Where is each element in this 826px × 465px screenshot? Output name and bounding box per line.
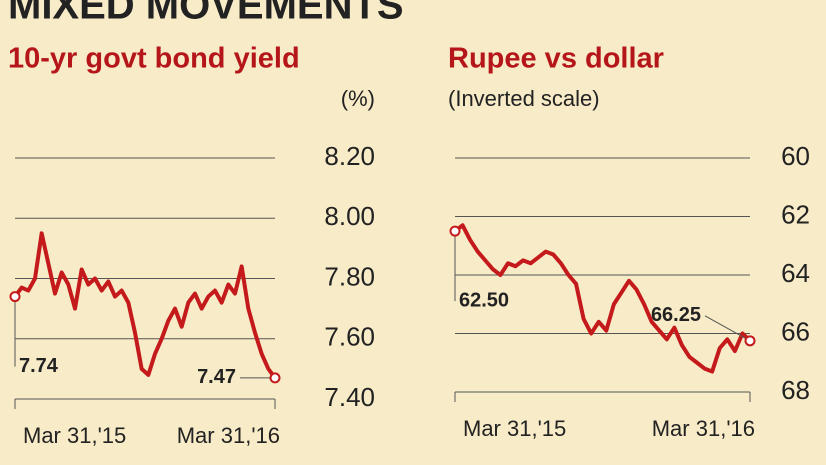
y-tick-label: 8.20 — [324, 141, 375, 171]
y-tick-label: 68 — [781, 375, 810, 405]
label-leader — [704, 315, 751, 342]
chart-subtitle: (Inverted scale) — [448, 86, 600, 111]
end-marker — [449, 225, 461, 237]
y-tick-label: 7.80 — [324, 261, 375, 291]
end-marker — [744, 335, 756, 347]
end-marker — [9, 291, 21, 303]
y-tick-label: 62 — [781, 199, 810, 229]
value-label: 62.50 — [459, 289, 509, 311]
x-tick-label: Mar 31,'16 — [652, 416, 755, 441]
y-tick-label: 64 — [781, 258, 810, 288]
y-tick-label: 8.00 — [324, 201, 375, 231]
chart-title: 10-yr govt bond yield — [8, 43, 300, 75]
chart-title: Rupee vs dollar — [448, 43, 664, 75]
end-marker — [269, 372, 281, 384]
x-tick-label: Mar 31,'16 — [177, 423, 280, 448]
y-axis-label: (%) — [341, 86, 375, 111]
headline: MIXED MOVEMENTS — [8, 0, 404, 28]
y-tick-label: 7.40 — [324, 382, 375, 412]
value-label: 66.25 — [651, 304, 701, 326]
data-line — [453, 223, 752, 374]
value-label: 7.47 — [197, 366, 236, 388]
y-tick-label: 66 — [781, 316, 810, 346]
y-tick-label: 60 — [781, 141, 810, 171]
x-tick-label: Mar 31,'15 — [23, 423, 126, 448]
y-tick-label: 7.60 — [324, 322, 375, 352]
value-label: 7.74 — [19, 355, 59, 377]
data-line — [13, 231, 277, 380]
x-tick-label: Mar 31,'15 — [463, 416, 566, 441]
